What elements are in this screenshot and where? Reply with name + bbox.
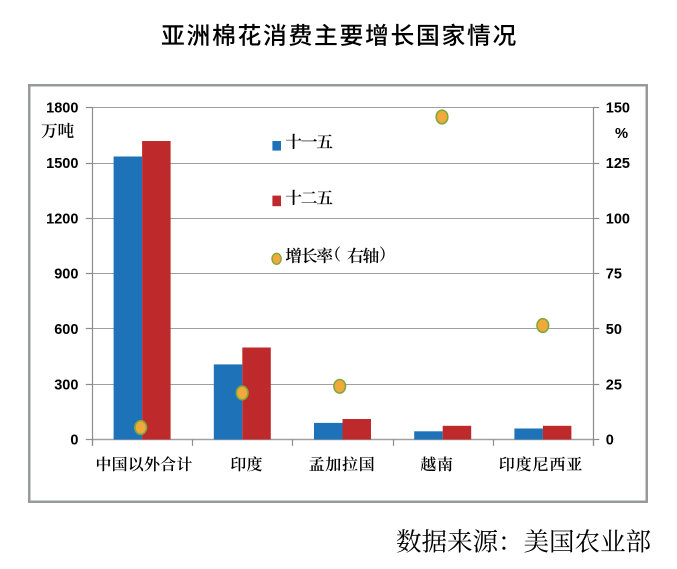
svg-text:100: 100 <box>606 211 630 227</box>
svg-text:75: 75 <box>606 267 622 283</box>
svg-text:300: 300 <box>54 377 78 393</box>
svg-text:%: % <box>615 126 628 142</box>
svg-text:50: 50 <box>606 322 622 338</box>
svg-text:25: 25 <box>606 377 622 393</box>
svg-text:600: 600 <box>54 322 78 338</box>
svg-text:150: 150 <box>606 101 630 117</box>
svg-text:1800: 1800 <box>46 101 78 117</box>
svg-text:0: 0 <box>70 433 78 449</box>
svg-text:1200: 1200 <box>46 211 78 227</box>
svg-text:125: 125 <box>606 156 630 172</box>
svg-text:0: 0 <box>606 433 614 449</box>
svg-text:900: 900 <box>54 267 78 283</box>
svg-text:1500: 1500 <box>46 156 78 172</box>
